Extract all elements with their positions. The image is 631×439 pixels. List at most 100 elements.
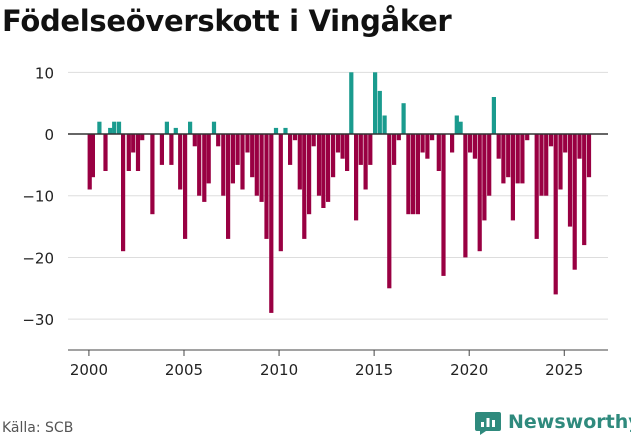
brand-name: Newsworthy [508, 411, 631, 433]
bar [97, 121, 102, 134]
bars [87, 72, 592, 313]
y-tick-label: −30 [22, 311, 54, 329]
bar [354, 134, 359, 221]
bar [491, 97, 496, 134]
bar [382, 115, 387, 134]
bar [103, 134, 108, 171]
bar [326, 134, 331, 202]
bar [553, 134, 558, 295]
bar [425, 134, 430, 159]
bar [377, 90, 382, 135]
bar [140, 134, 145, 141]
bar [510, 134, 515, 221]
bar [216, 134, 221, 147]
bar [373, 72, 378, 134]
bar [273, 127, 279, 135]
bar [302, 134, 307, 239]
x-tick-label: 2015 [355, 361, 393, 379]
bar [135, 134, 141, 171]
bar [548, 134, 554, 147]
bar [230, 134, 235, 184]
bar [458, 121, 463, 134]
bar [87, 134, 92, 190]
bar [482, 134, 487, 221]
x-tick-label: 2010 [260, 361, 298, 379]
bar [411, 134, 416, 215]
bar [292, 134, 298, 141]
x-tick-label: 2020 [450, 361, 488, 379]
bar [436, 134, 441, 171]
bar [108, 127, 113, 135]
y-tick-label: −10 [22, 188, 54, 206]
bar [335, 134, 341, 153]
bar [387, 134, 392, 289]
chart-title: Födelseöverskott i Vingåker [2, 4, 452, 38]
bar [169, 134, 174, 165]
bar [116, 121, 122, 134]
bar [572, 134, 577, 270]
bar [506, 134, 511, 178]
gridlines [68, 71, 608, 320]
bar [121, 134, 126, 252]
bar [278, 134, 283, 252]
bar [539, 134, 544, 196]
bar [112, 121, 117, 134]
bar [496, 134, 501, 159]
bar [221, 134, 226, 196]
bar [240, 134, 245, 190]
bar [197, 134, 202, 196]
bar [173, 127, 178, 135]
bar [307, 134, 312, 215]
bar [331, 134, 336, 178]
bar [206, 134, 211, 184]
bar [288, 134, 293, 165]
bar [345, 134, 350, 171]
bar [269, 134, 274, 313]
bar [520, 134, 525, 184]
bar [563, 134, 568, 153]
bar [226, 134, 231, 239]
y-tick-label: −20 [22, 249, 54, 267]
bar [477, 134, 482, 252]
bar [472, 134, 477, 159]
bar [567, 134, 573, 227]
bar [321, 134, 326, 208]
bar [245, 134, 250, 153]
bar [363, 134, 368, 190]
bar [131, 134, 136, 153]
bar [178, 134, 183, 190]
y-tick-label: 0 [44, 126, 54, 144]
bar [316, 134, 322, 196]
x-tick-label: 2005 [165, 361, 203, 379]
bar [188, 121, 193, 134]
x-tick-label: 2000 [70, 361, 108, 379]
bar [202, 134, 207, 202]
bar [211, 121, 217, 134]
axes: 10 0 −10 −20 −30 2000 2005 2010 2015 2020 2025 [22, 64, 608, 379]
bar [396, 134, 401, 141]
bar [340, 134, 345, 159]
bar [441, 134, 446, 276]
bar [159, 134, 164, 165]
bar [463, 134, 468, 258]
brand-logo[interactable]: Newsworthy [474, 408, 631, 436]
bar [126, 134, 131, 171]
bar [577, 134, 582, 159]
bar [525, 134, 530, 141]
y-tick-label: 10 [35, 64, 54, 82]
bar [259, 134, 264, 202]
bar [454, 115, 459, 134]
x-tick-label: 2025 [545, 361, 583, 379]
bar [349, 72, 354, 134]
bar [420, 134, 425, 153]
bar [586, 134, 592, 178]
bar [297, 134, 302, 190]
bar [235, 134, 240, 165]
bar [487, 134, 492, 196]
bar [544, 134, 549, 196]
bar [468, 134, 473, 153]
bar [534, 134, 539, 239]
bar [501, 134, 506, 184]
bar [515, 134, 520, 184]
